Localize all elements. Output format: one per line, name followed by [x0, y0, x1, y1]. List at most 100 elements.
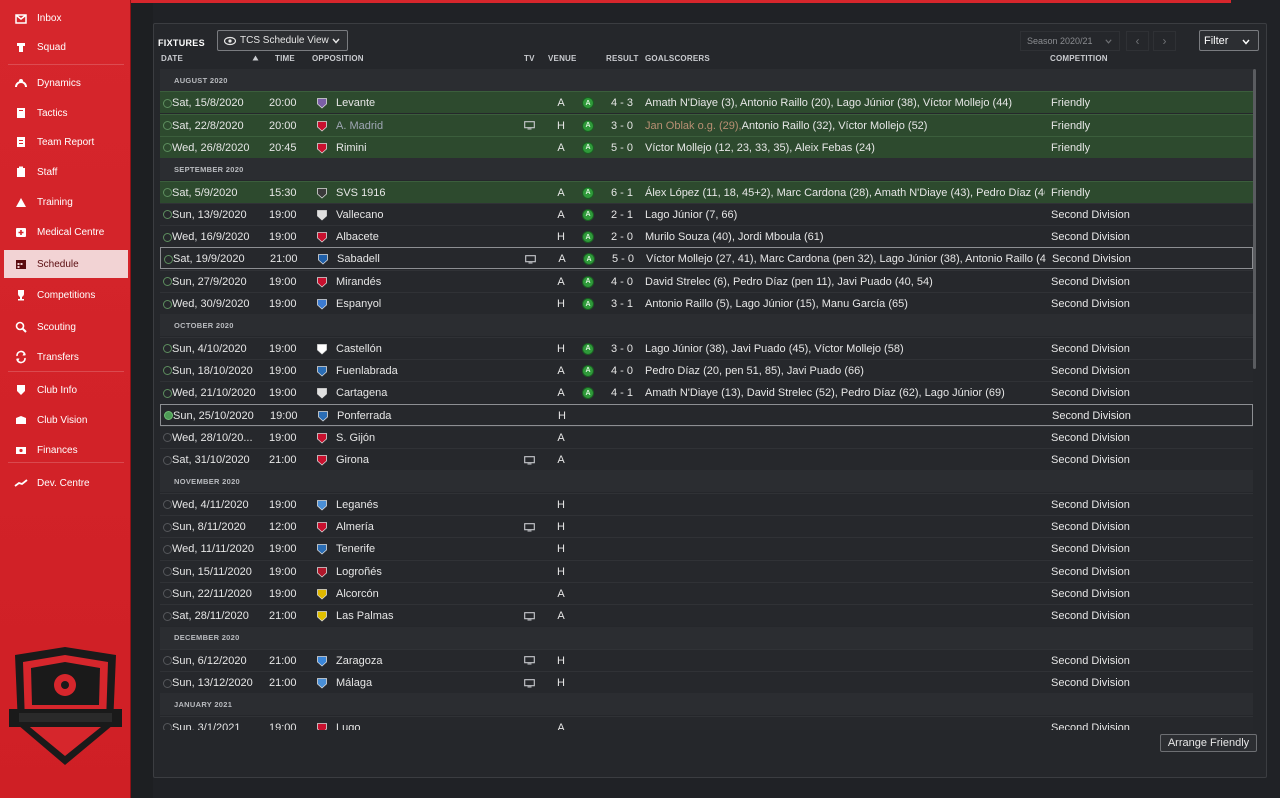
previous-season-button[interactable]: ‹ [1126, 31, 1149, 51]
table-row[interactable]: Sun, 15/11/2020 19:00 Logroñés H Second Divi… [160, 559, 1253, 582]
opponent-name-link[interactable]: Tenerife [336, 543, 376, 556]
sidebar-item-dev-centre[interactable]: Dev. Centre [4, 469, 128, 497]
column-header-tv[interactable]: TV [524, 54, 535, 63]
table-row[interactable]: Sun, 13/9/2020 19:00 Vallecano A A 2 - 1 Lago … [160, 202, 1253, 225]
table-row[interactable]: Wed, 4/11/2020 19:00 Leganés H Second Divisi… [160, 492, 1253, 515]
arrange-friendly-button[interactable]: Arrange Friendly [1160, 734, 1257, 752]
table-row[interactable]: Wed, 28/10/20... 19:00 S. Gijón A Second Div… [160, 425, 1253, 449]
opponent-name-link[interactable]: Albacete [336, 231, 379, 244]
opponent-name-link[interactable]: Levante [336, 97, 376, 110]
table-row[interactable]: Wed, 21/10/2020 19:00 Cartagena A A 4 - 1 Amat… [160, 381, 1253, 404]
season-selector[interactable]: Season 2020/21 [1020, 31, 1120, 51]
sidebar-item-dynamics[interactable]: Dynamics [4, 69, 128, 97]
column-header-time[interactable]: TIME [275, 54, 295, 63]
column-header-competition[interactable]: COMPETITION [1050, 54, 1108, 63]
goalscorers [645, 717, 1045, 730]
table-row[interactable]: Sun, 6/12/2020 21:00 Zaragoza H Second Divis… [160, 648, 1253, 671]
column-header-opposition[interactable]: OPPOSITION [312, 54, 364, 63]
opponent-name-link[interactable]: Ponferrada [337, 409, 392, 422]
opponent-name-link[interactable]: Logroñés [336, 565, 382, 578]
opponent-name-link[interactable]: Espanyol [336, 298, 382, 310]
opponent-name-link[interactable]: Las Palmas [336, 610, 394, 623]
opponent-name-link[interactable]: Castellón [336, 342, 382, 355]
match-result-link[interactable]: 2 - 0 [610, 231, 633, 244]
match-result-link[interactable]: 4 - 3 [610, 97, 633, 110]
match-status-cell [161, 605, 173, 627]
sidebar-item-transfers[interactable]: Transfers [4, 343, 128, 371]
scrollbar[interactable] [1252, 69, 1257, 730]
match-result-link[interactable]: 4 - 0 [610, 364, 633, 377]
opponent-name-link[interactable]: Mirandés [336, 275, 382, 288]
sidebar-item-medical-centre[interactable]: Medical Centre [4, 218, 128, 246]
match-result-link[interactable]: 3 - 1 [610, 298, 633, 310]
table-row[interactable]: Sat, 5/9/2020 15:30 SVS 1916 A A 6 - 1 Álex Ló… [160, 180, 1253, 204]
match-result-link[interactable]: 5 - 0 [611, 253, 634, 266]
sidebar-item-club-info[interactable]: Club Info [4, 376, 128, 404]
sidebar-item-schedule[interactable]: Schedule [4, 250, 128, 278]
column-header-venue[interactable]: VENUE [548, 54, 577, 63]
column-header-goalscorers[interactable]: GOALSCORERS [645, 54, 710, 63]
opponent-crest-icon [315, 427, 329, 449]
table-row[interactable]: Wed, 30/9/2020 19:00 Espanyol H A 3 - 1 Antoni… [160, 292, 1253, 314]
match-result-link[interactable]: 3 - 0 [610, 342, 633, 355]
sidebar-item-staff[interactable]: Staff [4, 158, 128, 186]
opponent-name-link[interactable]: Leganés [336, 498, 379, 511]
sidebar-item-club-vision[interactable]: Club Vision [4, 406, 128, 434]
next-season-button[interactable]: › [1153, 31, 1176, 51]
opponent-name-link[interactable]: A. Madrid [336, 119, 384, 132]
opponent-name-link[interactable]: Alcorcón [336, 587, 379, 600]
sidebar-item-squad[interactable]: Squad [4, 33, 128, 61]
opponent-name-link[interactable]: Almería [336, 521, 374, 533]
match-result-link[interactable]: 4 - 1 [610, 387, 633, 400]
column-header-date[interactable]: DATE [161, 54, 183, 63]
opponent-name-link[interactable]: Girona [336, 454, 370, 467]
table-row[interactable]: Sun, 27/9/2020 19:00 Mirandés A A 4 - 0 David … [160, 269, 1253, 292]
opponent-name-link[interactable]: Málaga [336, 677, 373, 690]
match-result-link[interactable]: 3 - 0 [610, 119, 633, 132]
opponent-name-link[interactable]: Rimini [336, 141, 367, 154]
goalscorers: Álex López (11, 18, 45+2), Marc Cardona … [645, 182, 1045, 204]
table-row[interactable]: Sat, 28/11/2020 21:00 Las Palmas A Second Di… [160, 604, 1253, 627]
sidebar-item-inbox[interactable]: Inbox [4, 4, 128, 32]
sidebar-item-team-report[interactable]: Team Report [4, 128, 128, 156]
table-row[interactable]: Sun, 18/10/2020 19:00 Fuenlabrada A A 4 - 0 Pe… [160, 358, 1253, 381]
opponent-name-link[interactable]: Cartagena [336, 387, 388, 400]
goalscorers [645, 583, 1045, 605]
sidebar-item-finances[interactable]: Finances [4, 436, 128, 464]
scrollbar-thumb[interactable] [1253, 69, 1256, 369]
sidebar-item-label: Training [37, 196, 73, 208]
table-row[interactable]: Sun, 25/10/2020 19:00 Ponferrada H Second Di… [160, 403, 1253, 426]
sidebar-item-tactics[interactable]: Tactics [4, 99, 128, 127]
table-row[interactable]: Sun, 4/10/2020 19:00 Castellón H A 3 - 0 Lago … [160, 336, 1253, 359]
opponent-name-link[interactable]: SVS 1916 [336, 186, 386, 199]
sidebar-item-training[interactable]: Training [4, 188, 128, 216]
table-row[interactable]: Sat, 31/10/2020 21:00 Girona A Second Divisi… [160, 448, 1253, 471]
opponent-name-link[interactable]: Sabadell [337, 253, 380, 266]
table-row[interactable]: Sun, 3/1/2021 19:00 Lugo A Second Division [160, 715, 1253, 730]
match-result-link[interactable]: 5 - 0 [610, 141, 633, 154]
table-row[interactable]: Sun, 13/12/2020 21:00 Málaga H Second Divisi… [160, 671, 1253, 694]
opponent-name-link[interactable]: Fuenlabrada [336, 364, 398, 377]
table-row[interactable]: Sun, 8/11/2020 12:00 Almería H Second Divisi… [160, 515, 1253, 537]
sidebar-item-competitions[interactable]: Competitions [4, 281, 128, 309]
opponent-name-link[interactable]: Vallecano [336, 208, 384, 221]
match-time: 20:00 [269, 119, 297, 132]
table-row[interactable]: Wed, 26/8/2020 20:45 Rimini A A 5 - 0 Víctor M… [160, 135, 1253, 158]
opponent-name-link[interactable]: Zaragoza [336, 654, 383, 667]
table-row[interactable]: Wed, 11/11/2020 19:00 Tenerife H Second Divi… [160, 537, 1253, 560]
sidebar-item-scouting[interactable]: Scouting [4, 313, 128, 341]
filter-button[interactable]: Filter [1199, 30, 1259, 51]
table-row[interactable]: Wed, 16/9/2020 19:00 Albacete H A 2 - 0 Murilo… [160, 225, 1253, 248]
match-result-link[interactable]: 4 - 0 [610, 275, 633, 288]
table-row[interactable]: Sat, 19/9/2020 21:00 Sabadell A A 5 - 0 Víctor… [160, 247, 1253, 270]
table-row[interactable]: Sun, 22/11/2020 19:00 Alcorcón A Second Divi… [160, 581, 1253, 605]
table-row[interactable]: Sat, 15/8/2020 20:00 Levante A A 4 - 3 Amath N… [160, 91, 1253, 114]
match-result-link[interactable]: 6 - 1 [610, 186, 633, 199]
match-result-link[interactable]: 2 - 1 [610, 208, 633, 221]
column-header-result[interactable]: RESULT [606, 54, 639, 63]
month-header: JANUARY 2021 [160, 693, 1253, 716]
opponent-name-link[interactable]: Lugo [336, 721, 361, 730]
view-selector[interactable]: TCS Schedule View [217, 30, 348, 51]
table-row[interactable]: Sat, 22/8/2020 20:00 A. Madrid H A 3 - 0 Jan O… [160, 113, 1253, 136]
opponent-name-link[interactable]: S. Gijón [336, 431, 376, 444]
